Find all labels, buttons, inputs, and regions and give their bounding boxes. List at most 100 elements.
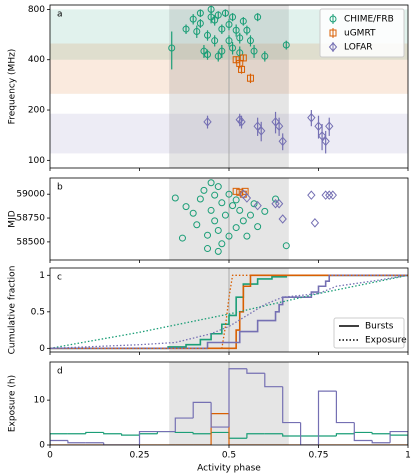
point [239,54,247,62]
histogram-step [389,430,408,445]
point [261,207,269,215]
point [182,25,190,33]
point [238,65,246,73]
legend-label: uGMRT [344,29,376,39]
histogram-step [50,439,68,445]
point [189,15,197,23]
point [218,25,226,33]
point [253,200,262,211]
point [261,52,269,60]
y-tick-label: 800 [28,5,45,15]
cumulative-line [50,274,408,350]
point [229,13,237,21]
y-tick-label: 10 [34,396,46,406]
point [218,199,226,207]
point [239,217,247,225]
point [253,121,262,131]
y-tick-label: 400 [28,55,45,65]
point [274,121,284,131]
point [321,190,330,200]
histogram-step [300,422,319,445]
point [200,186,208,194]
legend-marker [329,29,337,37]
histogram-step [138,433,158,436]
point [307,190,316,200]
histogram-step [228,368,247,428]
histogram-step [282,386,301,424]
y-tick-label: 59000 [16,190,45,200]
histogram-step [192,432,212,435]
legend-marker [328,42,338,52]
point [214,226,222,234]
point [221,211,229,219]
point [232,224,240,232]
point [204,31,212,39]
y-tick-label: 200 [28,106,45,116]
y-tick-label: 58500 [16,237,45,247]
histogram-step [103,442,122,445]
y-axis-label: MJD [8,210,18,227]
panel-label: c [57,273,62,283]
point [254,223,262,231]
plot-area [50,268,408,352]
legend-label: CHIME/FRB [344,15,394,25]
cumulative-line [50,274,408,349]
point [178,234,186,242]
x-tick-label: 0 [47,451,53,461]
y-tick-label: 100 [28,156,45,166]
histogram-step [103,432,122,435]
histogram-step [389,433,408,445]
point [246,211,254,219]
point [239,17,247,25]
point [246,37,254,45]
legend-entry: LOFAR [328,42,373,53]
x-tick-label: 0.25 [129,451,149,461]
histogram-step [317,390,337,445]
point [237,117,246,127]
point [225,20,233,28]
point [307,112,316,123]
point [325,190,334,200]
point [225,190,233,198]
point [204,231,212,239]
histogram-step [174,417,194,432]
point [211,217,219,225]
point [211,16,219,24]
x-tick-label: 0.5 [222,451,236,461]
legend-marker [329,15,337,23]
point [314,121,323,131]
point [214,183,222,191]
histogram-step [85,431,104,434]
point [225,232,233,240]
plot-area [50,362,408,445]
x-tick-label: 1 [405,451,411,461]
point [232,26,240,34]
point [328,190,337,200]
point [271,198,280,209]
panel-label: a [57,10,63,20]
point [282,41,290,49]
cumulative-line [50,274,408,349]
point [193,221,201,229]
histogram-step [353,431,373,434]
legend-label: LOFAR [344,43,373,53]
panel-label: b [57,183,63,193]
point [310,218,320,228]
point [243,26,251,34]
histogram-step [138,430,158,445]
point [196,195,204,203]
point [236,206,244,214]
point [236,188,244,196]
point [218,47,226,55]
histogram-step [335,433,355,437]
point [236,34,244,42]
point [321,136,330,147]
point [196,9,204,17]
y-tick-label: 1 [39,271,45,281]
point [278,214,287,224]
histogram-step [246,368,265,374]
legend-box [319,8,405,58]
legend-entry: uGMRT [329,28,376,39]
point [229,202,237,210]
y-axis-label: Cumulative fraction [8,266,18,355]
